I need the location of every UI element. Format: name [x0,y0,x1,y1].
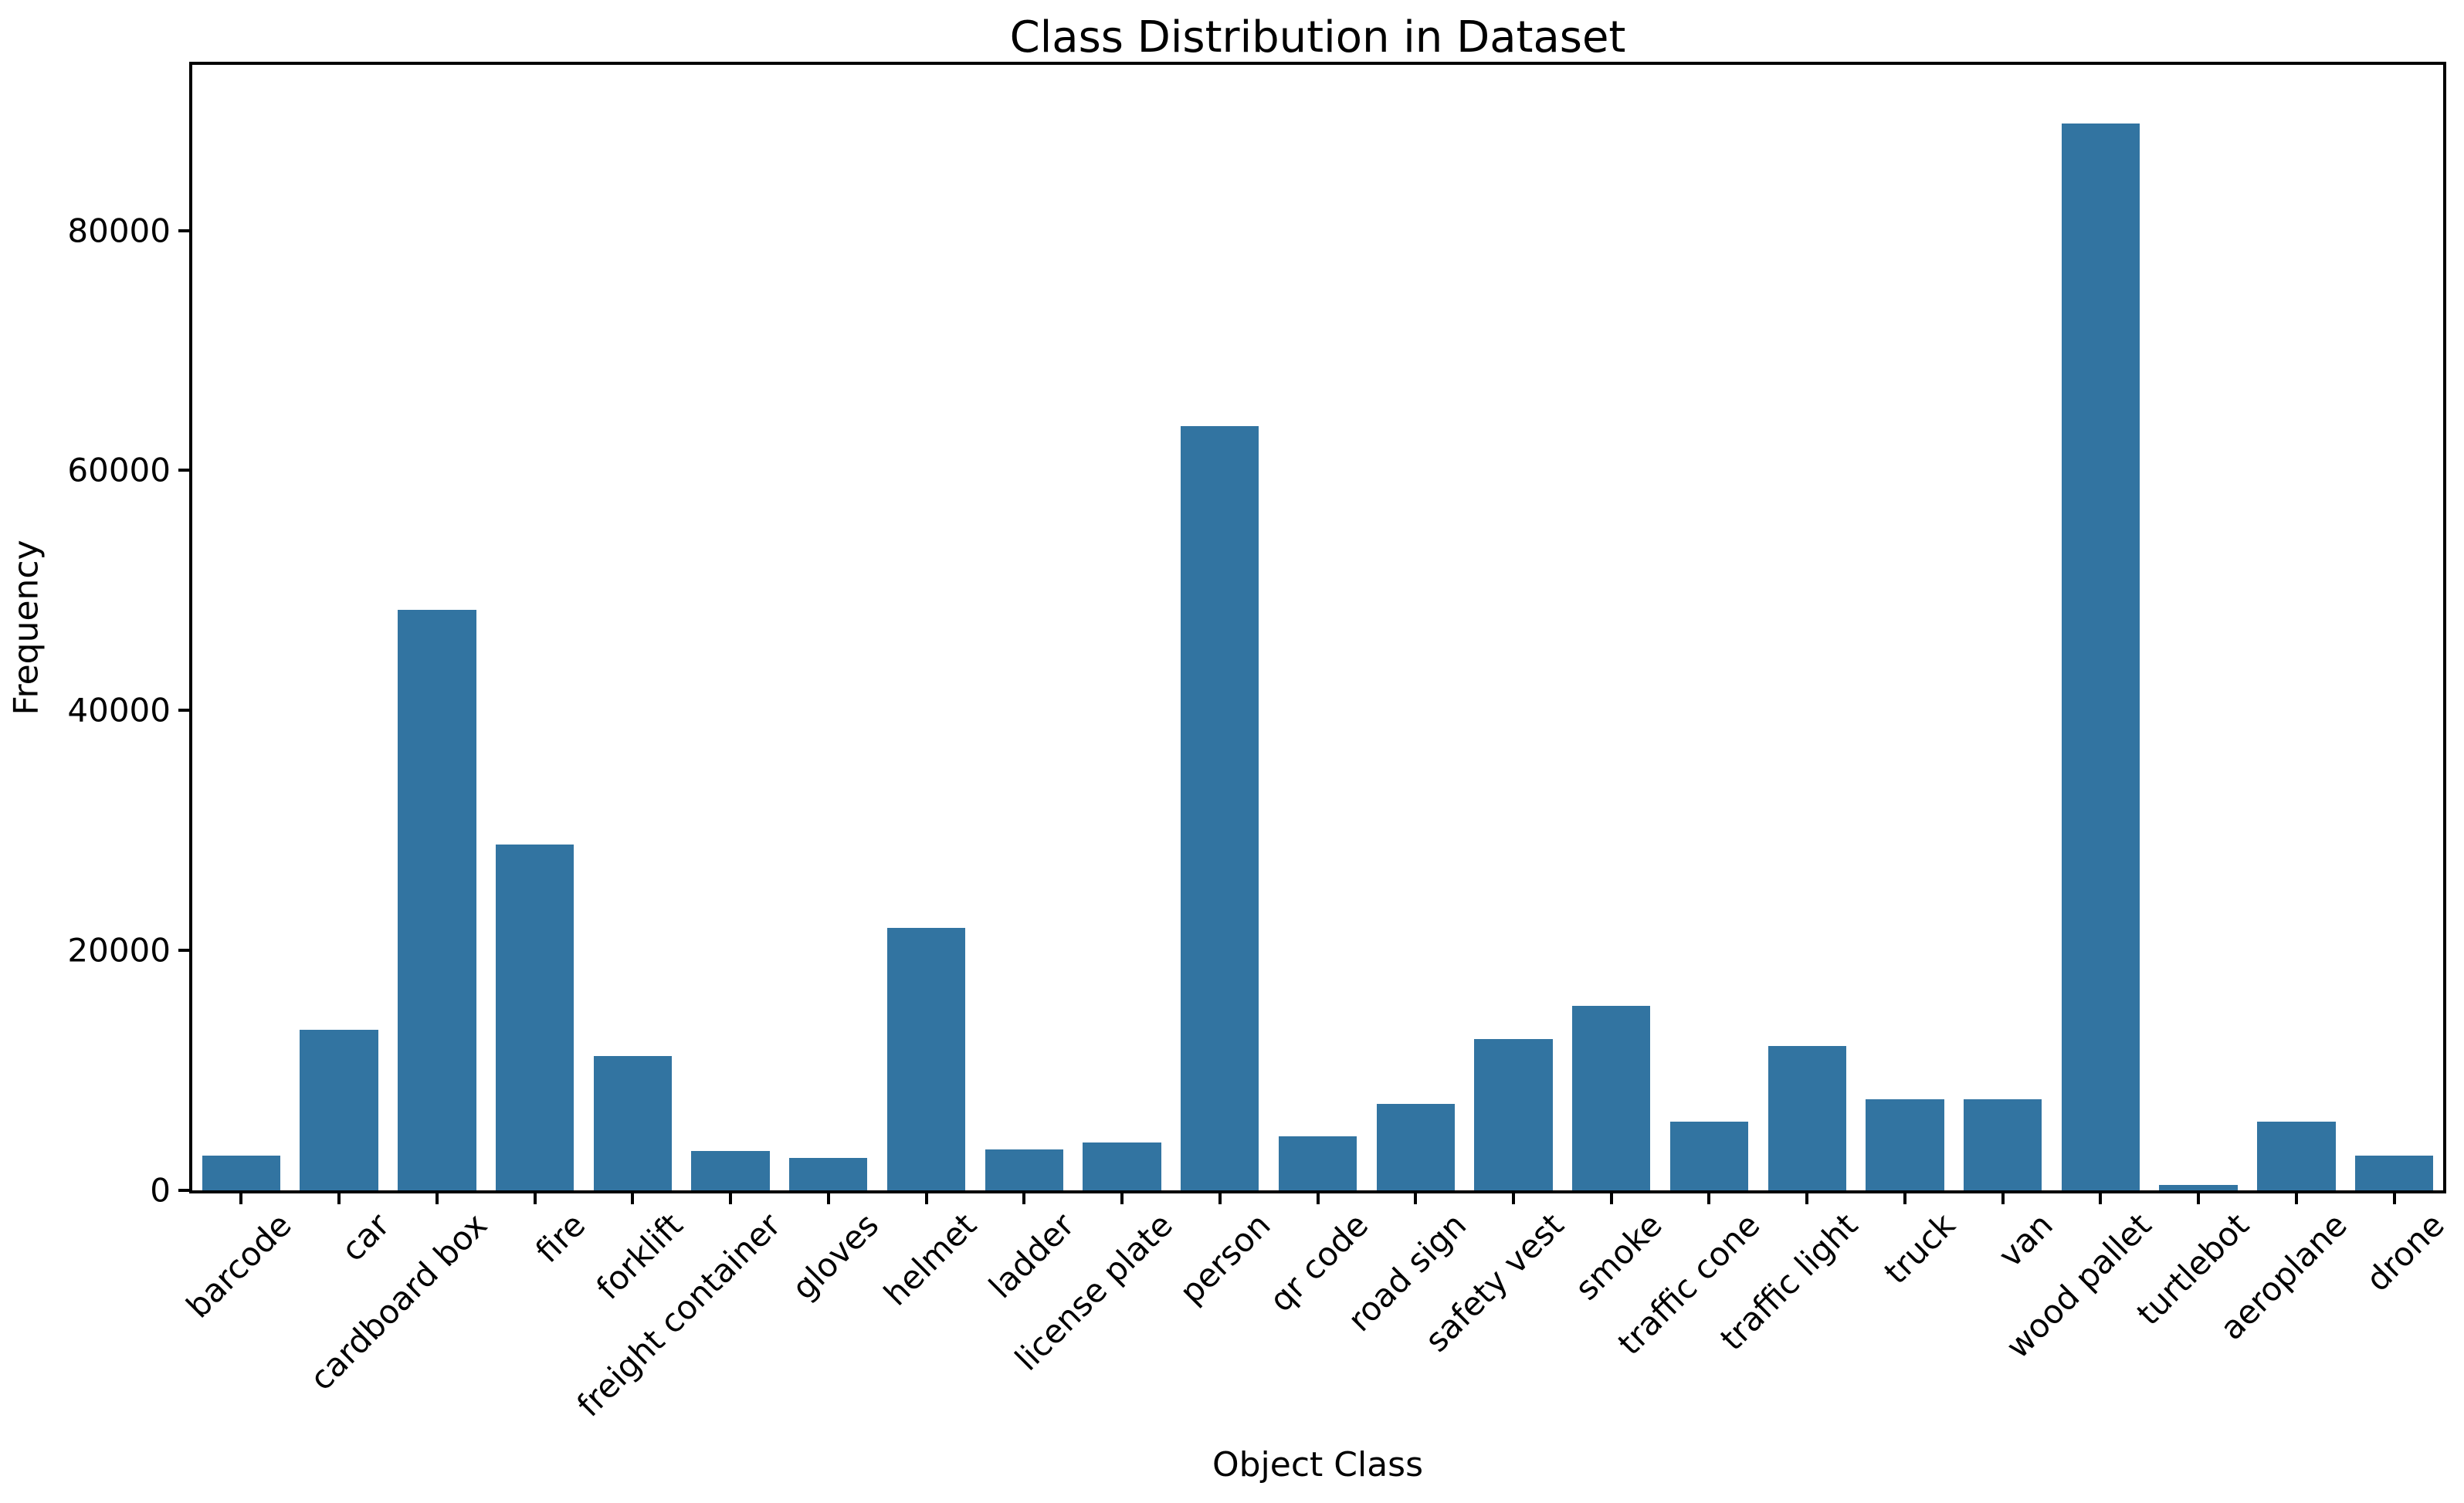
x-tick-mark [1511,1193,1515,1204]
plot-area [189,62,2446,1193]
x-tick-mark [924,1193,928,1204]
x-tick-mark [533,1193,537,1204]
bar-traffic-light [1768,1046,1846,1190]
y-tick-label: 40000 [67,691,171,729]
y-tick-mark [178,469,189,472]
x-tick-label: drone [2358,1206,2452,1299]
bar-freight-container [691,1151,770,1190]
bar-smoke [1572,1006,1651,1190]
bar-qr-code [1278,1136,1357,1190]
x-tick-mark [1903,1193,1906,1204]
x-tick-mark [729,1193,733,1204]
x-tick-mark [1414,1193,1418,1204]
y-tick-mark [178,1189,189,1192]
x-tick-mark [1316,1193,1320,1204]
x-axis-label: Object Class [1212,1445,1424,1484]
x-tick-label: barcode [179,1206,300,1325]
x-tick-label: helmet [876,1206,985,1313]
x-tick-mark [1022,1193,1026,1204]
bar-helmet [886,928,966,1190]
bar-ladder [985,1149,1063,1190]
x-tick-mark [1707,1193,1711,1204]
x-tick-label: gloves [785,1206,886,1308]
bar-van [1963,1099,2042,1190]
bar-traffic-cone [1669,1122,1749,1190]
x-tick-mark [826,1193,830,1204]
bar-gloves [789,1158,868,1190]
bar-wood-pallet [2061,124,2140,1190]
bar-license-plate [1083,1142,1161,1190]
bar-turtlebot [2159,1185,2238,1190]
bar-forklift [593,1056,673,1190]
y-tick-label: 0 [150,1171,171,1210]
y-axis-label: Frequency [6,540,46,716]
x-tick-label: cardboard box [302,1206,495,1398]
y-tick-label: 20000 [67,931,171,970]
x-tick-label: van [1991,1206,2061,1275]
x-tick-label: truck [1876,1206,1963,1291]
y-tick-mark [178,228,189,232]
bar-truck [1866,1099,1944,1190]
x-tick-mark [1120,1193,1124,1204]
bar-road-sign [1376,1104,1455,1190]
bar-drone [2354,1156,2434,1190]
y-tick-mark [178,949,189,953]
x-tick-mark [1218,1193,1222,1204]
bar-aeroplane [2257,1122,2336,1190]
bar-barcode [202,1156,281,1190]
x-tick-mark [2197,1193,2201,1204]
x-tick-mark [2294,1193,2298,1204]
x-tick-mark [2001,1193,2005,1204]
x-tick-mark [2099,1193,2103,1204]
x-tick-mark [1805,1193,1809,1204]
bar-cardboard-box [398,610,476,1190]
chart-title: Class Distribution in Dataset [1009,12,1626,63]
bar-fire [495,845,574,1190]
x-tick-mark [435,1193,439,1204]
y-tick-mark [178,709,189,713]
x-tick-mark [2392,1193,2396,1204]
y-tick-label: 60000 [67,451,171,489]
bar-person [1181,426,1259,1190]
bar-safety-vest [1474,1039,1553,1190]
x-tick-mark [239,1193,243,1204]
x-tick-label: car [334,1206,397,1269]
x-tick-label: fire [528,1206,593,1271]
x-tick-label: person [1171,1206,1278,1312]
y-tick-label: 80000 [67,212,171,249]
x-tick-mark [631,1193,635,1204]
bar-car [300,1030,378,1190]
x-tick-mark [337,1193,341,1204]
x-tick-mark [1609,1193,1613,1204]
